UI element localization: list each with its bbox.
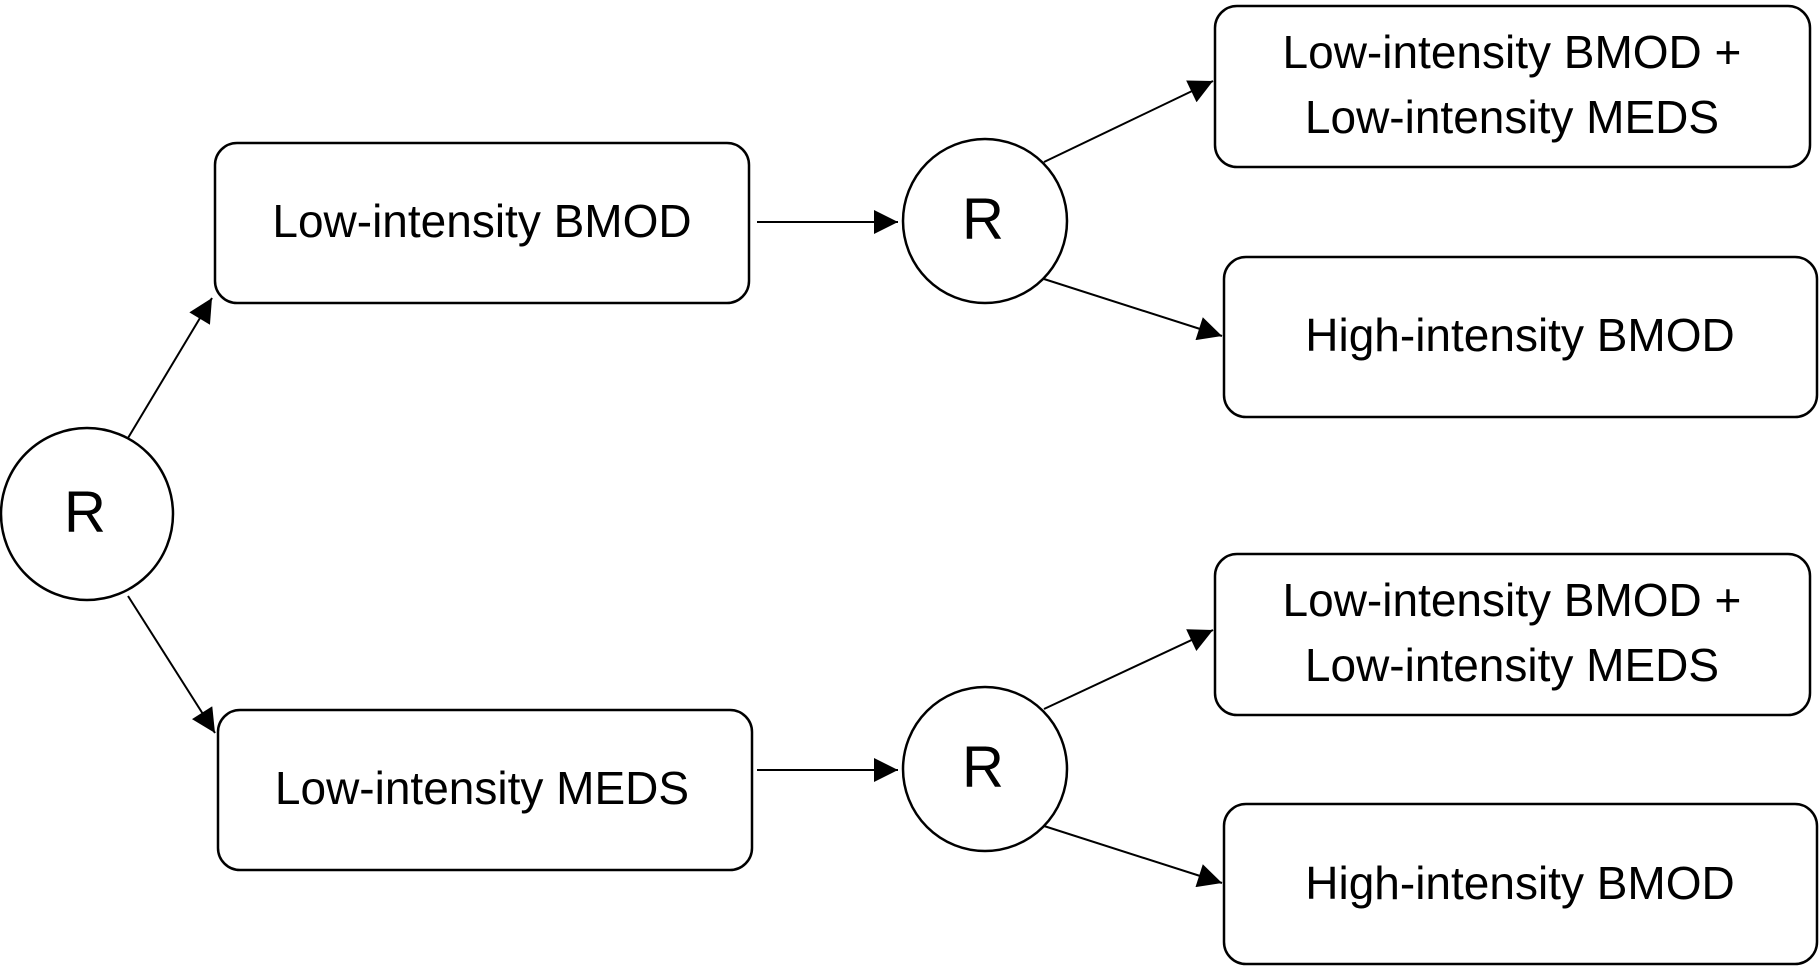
randomization-node-lower: R xyxy=(901,685,1069,853)
first-stage-bmod-node: Low-intensity BMOD xyxy=(213,141,751,305)
lower-combo-label-line1: Low-intensity BMOD + xyxy=(1283,574,1742,626)
first-stage-meds-node: Low-intensity MEDS xyxy=(216,708,754,872)
edge-r2-to-high xyxy=(1043,278,1223,341)
edge-r3-to-high xyxy=(1043,825,1223,888)
randomization-label-upper: R xyxy=(962,186,1004,251)
edge-root-to-meds xyxy=(127,595,216,734)
first-stage-meds-label: Low-intensity MEDS xyxy=(275,762,689,814)
upper-combo-label-line1: Low-intensity BMOD + xyxy=(1283,26,1742,78)
edge-root-to-bmod xyxy=(127,297,213,439)
edge-r3-to-combo xyxy=(1043,629,1214,710)
first-stage-bmod-label: Low-intensity BMOD xyxy=(272,195,691,247)
randomization-label-lower: R xyxy=(962,734,1004,799)
upper-combo-label-line2: Low-intensity MEDS xyxy=(1305,91,1719,143)
upper-combo-node: Low-intensity BMOD + Low-intensity MEDS xyxy=(1213,4,1812,169)
edge-r2-to-combo xyxy=(1043,80,1214,163)
randomization-label-root: R xyxy=(64,479,106,544)
lower-high-bmod-label: High-intensity BMOD xyxy=(1305,857,1734,909)
lower-combo-node: Low-intensity BMOD + Low-intensity MEDS xyxy=(1213,552,1812,717)
lower-high-bmod-node: High-intensity BMOD xyxy=(1222,802,1819,966)
randomization-node-upper: R xyxy=(901,137,1069,305)
randomization-node-root: R xyxy=(0,426,175,602)
upper-high-bmod-label: High-intensity BMOD xyxy=(1305,309,1734,361)
lower-combo-label-line2: Low-intensity MEDS xyxy=(1305,639,1719,691)
upper-high-bmod-node: High-intensity BMOD xyxy=(1222,255,1819,419)
